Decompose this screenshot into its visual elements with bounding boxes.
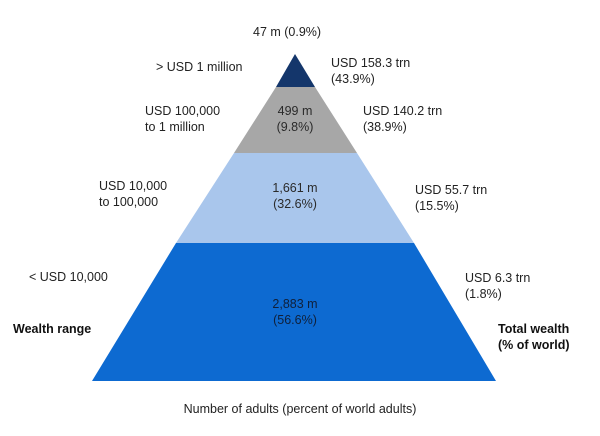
tier-3-range-line2: to 100,000 <box>99 195 159 209</box>
tier-3-wealth-line1: USD 55.7 trn <box>415 183 488 197</box>
right-heading-line2: (% of world) <box>498 338 570 352</box>
tier-bottom-range: < USD 10,000 <box>29 270 108 284</box>
tier-top-adults: 47 m (0.9%) <box>253 25 322 39</box>
tier-3-wealth-line2: (15.5%) <box>415 199 459 213</box>
tier-2-adults-line2: (9.8%) <box>276 120 314 134</box>
tier-2-range-line1: USD 100,000 <box>145 104 221 118</box>
tier-3-adults-line2: (32.6%) <box>273 197 317 211</box>
pyramid-tier-top <box>276 54 315 87</box>
right-heading-line1: Total wealth <box>498 322 570 336</box>
pyramid-tier-3 <box>176 153 414 243</box>
tier-top-range: > USD 1 million <box>156 60 243 74</box>
pyramid-tier-2 <box>234 87 357 153</box>
tier-bottom-adults-line2: (56.6%) <box>273 313 317 327</box>
tier-top-wealth-line2: (43.9%) <box>331 72 375 86</box>
bottom-caption: Number of adults (percent of world adult… <box>183 402 417 416</box>
tier-3-range-line1: USD 10,000 <box>99 179 168 193</box>
tier-3-adults-line1: 1,661 m <box>272 181 318 195</box>
tier-2-range-line2: to 1 million <box>145 120 205 134</box>
tier-bottom-wealth-line2: (1.8%) <box>465 287 502 301</box>
pyramid-tier-bottom <box>92 243 496 381</box>
tier-2-wealth-line2: (38.9%) <box>363 120 407 134</box>
tier-2-wealth-line1: USD 140.2 trn <box>363 104 443 118</box>
tier-bottom-wealth-line1: USD 6.3 trn <box>465 271 531 285</box>
tier-2-adults-line1: 499 m <box>277 104 313 118</box>
left-heading: Wealth range <box>13 322 92 336</box>
tier-top-wealth-line1: USD 158.3 trn <box>331 56 411 70</box>
tier-bottom-adults-line1: 2,883 m <box>272 297 318 311</box>
